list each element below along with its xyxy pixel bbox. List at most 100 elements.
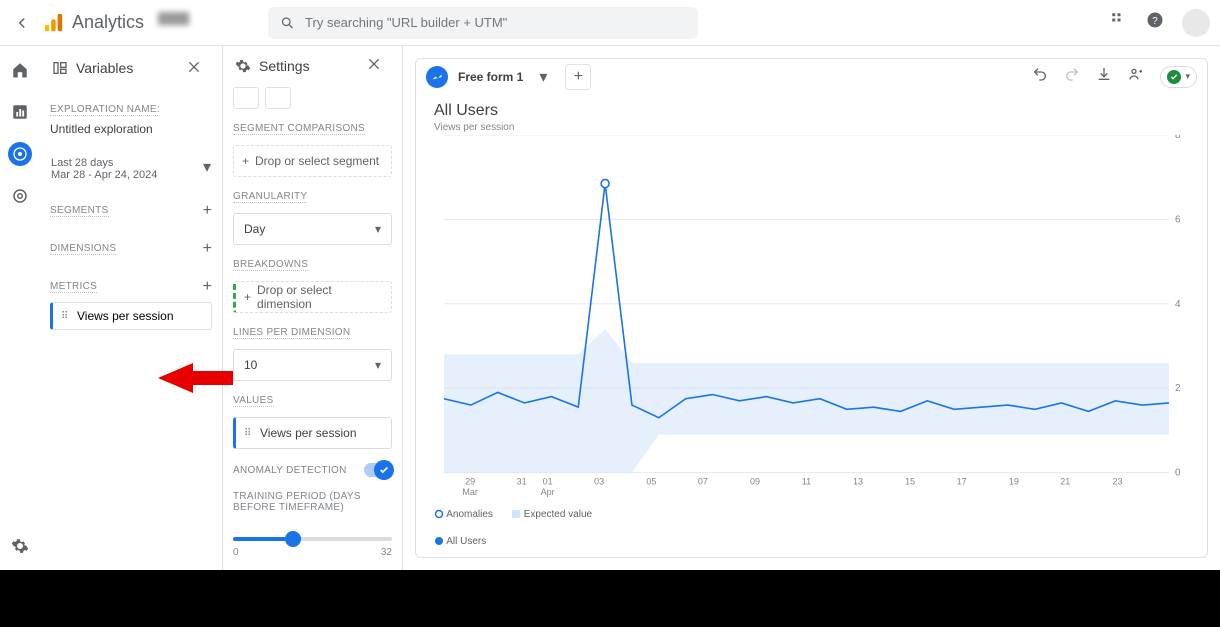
tab-menu-chevron-icon[interactable]: ▾ — [539, 67, 547, 87]
dimensions-label: DIMENSIONS — [50, 243, 116, 255]
chart-plot: 0246829Mar3101Apr0305070911131517192123 — [434, 135, 1189, 503]
add-segment-button[interactable]: + — [203, 202, 212, 220]
svg-text:05: 05 — [646, 477, 656, 487]
svg-text:03: 03 — [594, 477, 604, 487]
legend-expected: Expected value — [511, 509, 592, 520]
training-period-label: TRAINING PERIOD (DAYS BEFORE TIMEFRAME) — [233, 491, 392, 513]
viz-option[interactable] — [233, 87, 259, 109]
undo-icon[interactable] — [1032, 66, 1048, 87]
close-variables-icon[interactable] — [186, 59, 210, 78]
svg-text:17: 17 — [957, 477, 967, 487]
nav-admin-gear-icon[interactable] — [8, 534, 32, 558]
chart-subtitle: Views per session — [434, 122, 1189, 133]
tab-label[interactable]: Free form 1 — [458, 70, 523, 84]
chevron-down-icon: ▾ — [203, 157, 211, 177]
svg-text:01: 01 — [543, 477, 553, 487]
analytics-logo-icon — [42, 12, 64, 34]
exploration-name-label: EXPLORATION NAME: — [50, 104, 160, 116]
drag-handle-icon: ⠿ — [61, 311, 71, 322]
close-settings-icon[interactable] — [366, 56, 390, 75]
nav-reports-icon[interactable] — [8, 100, 32, 124]
legend-anomalies: Anomalies — [434, 509, 493, 520]
chart-title: All Users — [434, 102, 1189, 120]
lines-per-dimension-label: LINES PER DIMENSION — [233, 327, 350, 339]
download-icon[interactable] — [1096, 66, 1112, 87]
search-icon — [280, 15, 295, 31]
date-range-picker[interactable]: ▾ Last 28 days Mar 28 - Apr 24, 2024 — [50, 152, 212, 186]
black-bar — [0, 570, 1220, 627]
chevron-down-icon: ▾ — [375, 358, 381, 372]
app-title: Analytics — [72, 12, 144, 33]
granularity-select[interactable]: Day ▾ — [233, 213, 392, 245]
settings-title: Settings — [259, 58, 310, 74]
svg-text:13: 13 — [853, 477, 863, 487]
tabs-bar: Free form 1 ▾ + ▾ — [416, 59, 1207, 94]
breakdowns-label: BREAKDOWNS — [233, 259, 308, 271]
metrics-label: METRICS — [50, 281, 97, 293]
share-icon[interactable] — [1128, 66, 1144, 87]
redo-icon[interactable] — [1064, 66, 1080, 87]
lines-per-dimension-select[interactable]: 10▾ — [233, 349, 392, 381]
account-avatar[interactable] — [1182, 9, 1210, 37]
exploration-card: Free form 1 ▾ + ▾ All Users Views per se… — [415, 58, 1208, 558]
viz-option[interactable] — [265, 87, 291, 109]
nav-advertising-icon[interactable] — [8, 184, 32, 208]
svg-text:19: 19 — [1009, 477, 1019, 487]
date-preset: Last 28 days — [51, 157, 211, 169]
training-min: 0 — [233, 547, 239, 558]
tab-icon — [426, 66, 448, 88]
variables-panel: Variables EXPLORATION NAME: Untitled exp… — [40, 46, 223, 570]
dimension-drop-zone[interactable]: +Drop or select dimension — [233, 281, 392, 313]
granularity-value: Day — [244, 222, 265, 236]
add-metric-button[interactable]: + — [203, 278, 212, 296]
chevron-down-icon: ▾ — [1185, 71, 1190, 82]
metric-chip-views-per-session[interactable]: ⠿ Views per session — [50, 302, 212, 330]
segments-label: SEGMENTS — [50, 205, 109, 217]
training-max: 32 — [381, 547, 392, 558]
svg-text:8: 8 — [1175, 135, 1181, 141]
values-chip[interactable]: ⠿ Views per session — [233, 417, 392, 449]
variables-icon — [52, 60, 68, 76]
nav-home-icon[interactable] — [8, 58, 32, 82]
legend-series: All Users — [434, 536, 486, 547]
status-chip[interactable]: ▾ — [1160, 66, 1197, 88]
gear-icon — [235, 58, 251, 74]
svg-text:?: ? — [1152, 16, 1158, 27]
help-icon[interactable]: ? — [1146, 11, 1164, 34]
svg-text:09: 09 — [750, 477, 760, 487]
drag-handle-icon: ⠿ — [244, 428, 254, 439]
search-input[interactable] — [305, 15, 686, 30]
segment-drop-zone[interactable]: +Drop or select segment — [233, 145, 392, 177]
svg-text:4: 4 — [1175, 299, 1181, 310]
granularity-label: GRANULARITY — [233, 191, 307, 203]
svg-text:31: 31 — [517, 477, 527, 487]
svg-text:Mar: Mar — [462, 487, 477, 497]
nav-explore-icon[interactable] — [8, 142, 32, 166]
chevron-down-icon: ▾ — [375, 222, 381, 236]
training-period-slider[interactable] — [233, 537, 392, 541]
svg-text:11: 11 — [802, 477, 811, 487]
search-bar[interactable] — [268, 7, 698, 39]
anomaly-detection-label: ANOMALY DETECTION — [233, 465, 347, 476]
property-selector[interactable]: ████ — [158, 13, 248, 33]
svg-text:21: 21 — [1060, 477, 1070, 487]
svg-text:Apr: Apr — [541, 487, 555, 497]
svg-text:0: 0 — [1175, 468, 1181, 479]
exploration-name-value[interactable]: Untitled exploration — [50, 122, 212, 136]
anomaly-detection-toggle[interactable] — [364, 463, 392, 477]
variables-title: Variables — [76, 60, 133, 76]
dimension-drop-label: Drop or select dimension — [257, 283, 383, 311]
back-button[interactable] — [10, 11, 34, 35]
top-bar: Analytics ████ ? — [0, 0, 1220, 46]
svg-text:6: 6 — [1175, 214, 1181, 225]
metric-chip-label: Views per session — [77, 309, 174, 323]
values-chip-label: Views per session — [260, 426, 357, 440]
apps-icon[interactable] — [1110, 11, 1128, 34]
main-content: Free form 1 ▾ + ▾ All Users Views per se… — [403, 46, 1220, 570]
add-tab-button[interactable]: + — [565, 64, 591, 90]
values-label: VALUES — [233, 395, 274, 407]
segment-comparisons-label: SEGMENT COMPARISONS — [233, 123, 365, 135]
settings-panel: Settings SEGMENT COMPARISONS +Drop or se… — [223, 46, 403, 570]
add-dimension-button[interactable]: + — [203, 240, 212, 258]
svg-text:07: 07 — [698, 477, 708, 487]
